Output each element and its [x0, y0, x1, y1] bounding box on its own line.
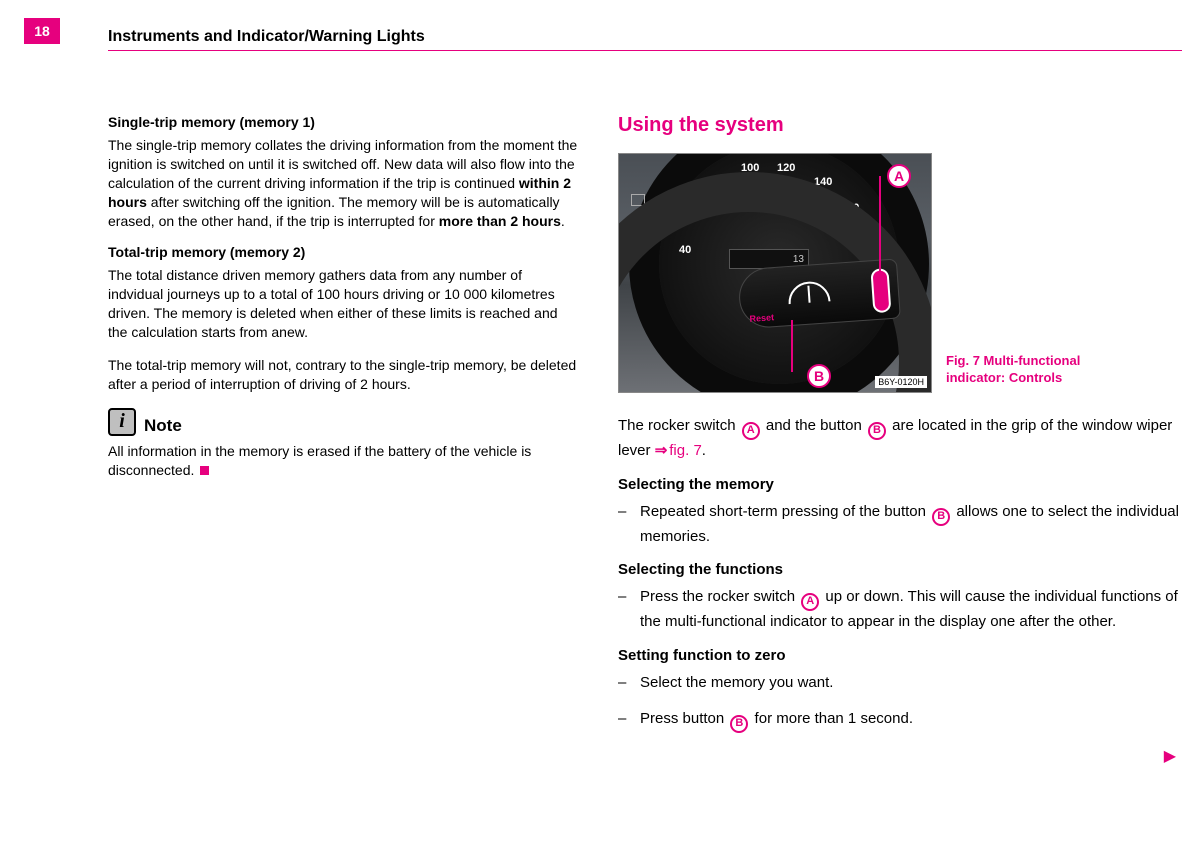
list-item: – Press button B for more than 1 second.	[618, 708, 1180, 733]
inline-marker-b: B	[868, 422, 886, 440]
paragraph-total-trip-2: The total-trip memory will not, contrary…	[108, 356, 580, 394]
text: and the button	[762, 417, 866, 434]
text: .	[702, 442, 706, 459]
figure-caption: Fig. 7 Multi-functional indicator: Contr…	[946, 353, 1116, 387]
heading-total-trip: Total-trip memory (memory 2)	[108, 244, 580, 260]
callout-line-a	[879, 176, 881, 284]
list-text: Press the rocker switch A up or down. Th…	[640, 586, 1180, 633]
text: Press button	[640, 710, 728, 727]
page-number-tab: 18	[24, 18, 60, 44]
bullet-dash: –	[618, 501, 640, 548]
text: All information in the memory is erased …	[108, 443, 531, 478]
page-header-title: Instruments and Indicator/Warning Lights	[108, 28, 425, 46]
bullet-dash: –	[618, 708, 640, 733]
wiper-lever: Reset	[737, 258, 901, 329]
gauge-num: 120	[777, 162, 795, 174]
text: Repeated short-term pressing of the butt…	[640, 503, 930, 520]
bullet-dash: –	[618, 672, 640, 694]
inline-marker-b: B	[932, 508, 950, 526]
arrow-icon: ⇒	[655, 440, 668, 462]
list-item: – Press the rocker switch A up or down. …	[618, 586, 1180, 633]
list-item: – Repeated short-term pressing of the bu…	[618, 501, 1180, 548]
figure-row: 40 60 80 100 120 140 160 180 200 220 km/…	[618, 153, 1180, 393]
figure-code: B6Y-0120H	[875, 376, 927, 388]
header-rule	[108, 50, 1182, 51]
subhead-selecting-functions: Selecting the functions	[618, 561, 1180, 578]
callout-line-b	[791, 320, 793, 372]
continue-arrow-icon: ▶	[1164, 746, 1176, 766]
subhead-selecting-memory: Selecting the memory	[618, 476, 1180, 493]
text: Press the rocker switch	[640, 588, 799, 605]
note-text: All information in the memory is erased …	[108, 442, 580, 480]
paragraph-single-trip: The single-trip memory collates the driv…	[108, 136, 580, 230]
inline-marker-a: A	[801, 593, 819, 611]
wiper-icon	[783, 276, 835, 309]
note-label: Note	[144, 416, 182, 436]
inline-marker-b: B	[730, 715, 748, 733]
list-text: Repeated short-term pressing of the butt…	[640, 501, 1180, 548]
callout-b: B	[807, 364, 831, 388]
text: The single-trip memory collates the driv…	[108, 137, 577, 191]
text: for more than 1 second.	[750, 710, 913, 727]
heading-single-trip: Single-trip memory (memory 1)	[108, 114, 580, 130]
figure-7: 40 60 80 100 120 140 160 180 200 220 km/…	[618, 153, 932, 393]
heading-using-system: Using the system	[618, 114, 1180, 137]
end-square-icon	[200, 466, 209, 475]
text: .	[561, 213, 565, 229]
callout-a: A	[887, 164, 911, 188]
list-text: Press button B for more than 1 second.	[640, 708, 913, 733]
reset-label: Reset	[749, 312, 774, 324]
note-header: i Note	[108, 408, 580, 436]
left-column: Single-trip memory (memory 1) The single…	[108, 114, 580, 494]
text-bold: more than 2 hours	[439, 213, 561, 229]
list-item: – Select the memory you want.	[618, 672, 1180, 694]
list-text: Select the memory you want.	[640, 672, 833, 694]
subhead-setting-zero: Setting function to zero	[618, 647, 1180, 664]
info-icon: i	[108, 408, 136, 436]
intro-paragraph: The rocker switch A and the button B are…	[618, 415, 1180, 462]
inline-marker-a: A	[742, 422, 760, 440]
text: The rocker switch	[618, 417, 740, 434]
paragraph-total-trip-1: The total distance driven memory gathers…	[108, 266, 580, 342]
right-column: Using the system 40 60 80 100 120 140 16…	[618, 114, 1180, 747]
bullet-dash: –	[618, 586, 640, 633]
figure-reference[interactable]: fig. 7	[669, 442, 702, 459]
